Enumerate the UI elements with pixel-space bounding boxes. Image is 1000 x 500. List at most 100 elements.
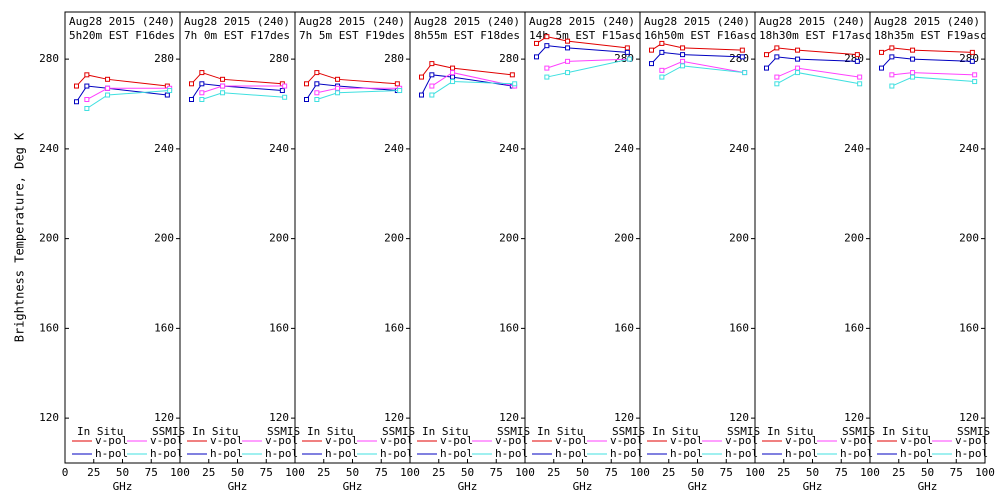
x-axis-label: GHz bbox=[573, 480, 593, 493]
data-point bbox=[105, 92, 111, 98]
data-point bbox=[742, 70, 748, 76]
legend-label: h-pol bbox=[325, 447, 358, 460]
legend-title: SSMIS bbox=[267, 425, 300, 438]
y-tick-label: 280 bbox=[154, 52, 174, 65]
y-tick-label: 160 bbox=[499, 321, 519, 334]
chart-title: Aug28 2015 (240) bbox=[874, 15, 980, 28]
data-point bbox=[680, 52, 686, 58]
x-tick-label: 25 bbox=[87, 466, 100, 479]
y-tick-label: 280 bbox=[499, 52, 519, 65]
x-tick-label: 50 bbox=[691, 466, 704, 479]
x-tick-label: 25 bbox=[317, 466, 330, 479]
data-point bbox=[335, 85, 341, 91]
data-point bbox=[74, 83, 79, 89]
legend-label: v-pol bbox=[210, 434, 243, 447]
legend-title: SSMIS bbox=[612, 425, 645, 438]
data-point bbox=[282, 83, 288, 89]
data-point bbox=[419, 74, 424, 80]
data-point bbox=[795, 56, 801, 62]
data-point bbox=[220, 90, 226, 96]
data-point bbox=[680, 63, 686, 69]
series-line bbox=[421, 74, 513, 96]
x-tick-label: 50 bbox=[231, 466, 244, 479]
chart-subtitle: 7h 5m EST F19des bbox=[299, 29, 405, 42]
x-tick-label: 50 bbox=[921, 466, 934, 479]
legend-label: v-pol bbox=[840, 434, 873, 447]
legend-label: h-pol bbox=[610, 447, 643, 460]
chart-title: Aug28 2015 (240) bbox=[414, 15, 520, 28]
legend-label: h-pol bbox=[495, 447, 528, 460]
data-point bbox=[774, 54, 780, 60]
series-line bbox=[776, 67, 860, 78]
y-tick-label: 200 bbox=[499, 232, 519, 245]
data-point bbox=[739, 54, 745, 60]
x-tick-label: 100 bbox=[170, 466, 190, 479]
series-line bbox=[881, 47, 973, 53]
legend-label: h-pol bbox=[440, 447, 473, 460]
series-line bbox=[546, 58, 630, 78]
x-axis-label: GHz bbox=[803, 480, 823, 493]
y-tick-label: 120 bbox=[614, 411, 634, 424]
y-tick-label: 200 bbox=[844, 232, 864, 245]
data-point bbox=[544, 43, 550, 49]
data-point bbox=[335, 90, 341, 96]
x-tick-label: 25 bbox=[777, 466, 790, 479]
data-point bbox=[189, 97, 194, 103]
legend-title: In Situ bbox=[767, 425, 813, 438]
y-tick-label: 240 bbox=[614, 142, 634, 155]
data-point bbox=[199, 97, 205, 103]
data-point bbox=[394, 81, 400, 87]
legend-title: In Situ bbox=[652, 425, 698, 438]
data-point bbox=[795, 47, 801, 53]
data-point bbox=[397, 88, 403, 94]
data-point bbox=[659, 74, 665, 80]
data-point bbox=[199, 81, 205, 87]
data-point bbox=[764, 65, 769, 71]
x-tick-label: 50 bbox=[116, 466, 129, 479]
legend-title: SSMIS bbox=[497, 425, 530, 438]
x-axis-label: GHz bbox=[343, 480, 363, 493]
data-point bbox=[889, 72, 895, 78]
legend-label: h-pol bbox=[840, 447, 873, 460]
y-tick-label: 160 bbox=[39, 321, 59, 334]
series-line bbox=[76, 74, 168, 87]
data-point bbox=[314, 81, 320, 87]
legend-label: h-pol bbox=[900, 447, 933, 460]
data-point bbox=[889, 45, 895, 51]
y-tick-label: 200 bbox=[269, 232, 289, 245]
y-tick-label: 120 bbox=[384, 411, 404, 424]
chart-title: Aug28 2015 (240) bbox=[644, 15, 750, 28]
data-point bbox=[544, 65, 550, 71]
y-tick-label: 240 bbox=[384, 142, 404, 155]
y-tick-label: 120 bbox=[154, 411, 174, 424]
chart-subtitle: 18h35m EST F19asc bbox=[874, 29, 987, 42]
data-point bbox=[84, 72, 90, 78]
data-point bbox=[624, 49, 630, 55]
x-axis-label: GHz bbox=[918, 480, 938, 493]
y-tick-label: 280 bbox=[729, 52, 749, 65]
series-line bbox=[891, 76, 975, 87]
data-point bbox=[879, 65, 884, 71]
series-line bbox=[191, 83, 283, 100]
x-tick-label: 25 bbox=[892, 466, 905, 479]
series-line bbox=[421, 63, 513, 78]
data-point bbox=[429, 72, 435, 78]
series-line bbox=[76, 85, 168, 103]
x-tick-label: 100 bbox=[630, 466, 650, 479]
x-tick-label: 100 bbox=[860, 466, 880, 479]
data-point bbox=[199, 70, 205, 76]
legend-label: v-pol bbox=[380, 434, 413, 447]
y-tick-label: 200 bbox=[154, 232, 174, 245]
data-point bbox=[509, 72, 515, 78]
legend-label: v-pol bbox=[725, 434, 758, 447]
legend-title: SSMIS bbox=[382, 425, 415, 438]
data-point bbox=[84, 97, 90, 103]
y-tick-label: 280 bbox=[39, 52, 59, 65]
data-point bbox=[534, 54, 539, 60]
data-point bbox=[544, 34, 550, 40]
y-tick-label: 200 bbox=[959, 232, 979, 245]
data-point bbox=[450, 70, 456, 76]
x-tick-label: 25 bbox=[547, 466, 560, 479]
data-point bbox=[879, 49, 884, 55]
legend-label: v-pol bbox=[955, 434, 988, 447]
